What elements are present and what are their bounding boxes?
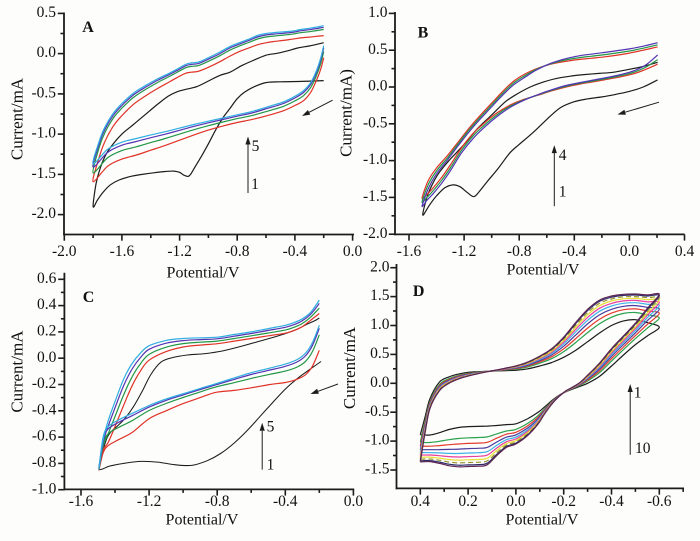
svg-text:-1.5: -1.5 bbox=[31, 165, 56, 182]
svg-text:0.2: 0.2 bbox=[37, 323, 56, 340]
svg-text:B: B bbox=[418, 25, 429, 42]
svg-text:-0.6: -0.6 bbox=[32, 428, 57, 445]
svg-text:0.0: 0.0 bbox=[37, 44, 57, 61]
svg-text:Current/mA: Current/mA bbox=[340, 326, 359, 409]
svg-text:-1.0: -1.0 bbox=[32, 480, 57, 497]
svg-text:1.5: 1.5 bbox=[370, 287, 390, 304]
svg-text:A: A bbox=[82, 19, 94, 36]
svg-text:1.0: 1.0 bbox=[370, 316, 390, 333]
svg-text:-0.5: -0.5 bbox=[31, 84, 56, 101]
svg-text:0.2: 0.2 bbox=[458, 493, 477, 510]
svg-text:-1.0: -1.0 bbox=[363, 151, 388, 168]
svg-text:-0.5: -0.5 bbox=[363, 114, 388, 131]
svg-text:Potential/V: Potential/V bbox=[166, 512, 239, 529]
svg-text:-1.2: -1.2 bbox=[137, 493, 162, 510]
svg-text:0.0: 0.0 bbox=[343, 243, 363, 260]
svg-text:0.5: 0.5 bbox=[370, 345, 390, 362]
svg-text:-0.8: -0.8 bbox=[32, 454, 57, 471]
svg-text:4: 4 bbox=[559, 147, 567, 164]
svg-text:1.0: 1.0 bbox=[368, 4, 388, 21]
svg-text:-1.0: -1.0 bbox=[365, 432, 390, 449]
svg-text:-1.6: -1.6 bbox=[397, 243, 422, 260]
svg-text:-2.0: -2.0 bbox=[52, 243, 77, 260]
svg-text:Potential/V: Potential/V bbox=[506, 512, 579, 529]
svg-text:0.0: 0.0 bbox=[370, 374, 390, 391]
svg-text:-2.0: -2.0 bbox=[31, 205, 56, 222]
svg-text:Current/mA: Current/mA bbox=[8, 330, 27, 413]
svg-text:-1.5: -1.5 bbox=[365, 461, 390, 478]
svg-text:1: 1 bbox=[267, 457, 275, 474]
svg-text:-1.2: -1.2 bbox=[167, 243, 192, 260]
svg-text:Potential/V: Potential/V bbox=[507, 262, 580, 279]
svg-text:-1.6: -1.6 bbox=[110, 243, 135, 260]
svg-text:5: 5 bbox=[267, 419, 275, 436]
svg-text:0.4: 0.4 bbox=[411, 493, 431, 510]
svg-text:0.6: 0.6 bbox=[37, 270, 57, 287]
svg-text:-0.4: -0.4 bbox=[273, 493, 298, 510]
svg-text:5: 5 bbox=[252, 138, 260, 155]
svg-text:-0.2: -0.2 bbox=[551, 493, 576, 510]
svg-text:0.5: 0.5 bbox=[368, 41, 388, 58]
svg-text:-1.5: -1.5 bbox=[363, 188, 388, 205]
svg-text:-0.8: -0.8 bbox=[205, 493, 230, 510]
svg-text:C: C bbox=[83, 289, 95, 306]
svg-text:0.0: 0.0 bbox=[506, 493, 526, 510]
svg-text:0.0: 0.0 bbox=[344, 493, 364, 510]
svg-text:0.4: 0.4 bbox=[675, 243, 695, 260]
svg-text:10: 10 bbox=[635, 440, 651, 457]
svg-text:-0.4: -0.4 bbox=[599, 493, 624, 510]
svg-text:-1.2: -1.2 bbox=[452, 243, 477, 260]
svg-text:-2.0: -2.0 bbox=[363, 225, 388, 242]
svg-text:0.4: 0.4 bbox=[37, 296, 57, 313]
svg-text:D: D bbox=[413, 283, 425, 300]
svg-text:-0.2: -0.2 bbox=[32, 375, 57, 392]
svg-text:-0.8: -0.8 bbox=[225, 243, 250, 260]
svg-text:-0.8: -0.8 bbox=[507, 243, 532, 260]
svg-text:-0.4: -0.4 bbox=[562, 243, 587, 260]
svg-text:1: 1 bbox=[251, 176, 259, 193]
svg-text:1: 1 bbox=[559, 184, 567, 201]
svg-text:Current/mA): Current/mA) bbox=[337, 69, 356, 157]
svg-text:0.0: 0.0 bbox=[368, 78, 388, 95]
svg-text:-1.0: -1.0 bbox=[31, 125, 56, 142]
svg-text:1: 1 bbox=[634, 385, 642, 402]
svg-text:0.0: 0.0 bbox=[37, 349, 57, 366]
svg-text:-0.4: -0.4 bbox=[283, 243, 308, 260]
svg-text:Potential/V: Potential/V bbox=[167, 265, 240, 282]
svg-text:0.0: 0.0 bbox=[620, 243, 640, 260]
svg-text:-1.6: -1.6 bbox=[69, 493, 94, 510]
svg-text:-0.4: -0.4 bbox=[32, 401, 57, 418]
svg-text:Current/mA: Current/mA bbox=[8, 77, 27, 160]
svg-text:-0.5: -0.5 bbox=[365, 403, 390, 420]
svg-text:2.0: 2.0 bbox=[370, 258, 390, 275]
svg-text:-0.6: -0.6 bbox=[647, 493, 672, 510]
svg-text:0.5: 0.5 bbox=[37, 4, 57, 21]
